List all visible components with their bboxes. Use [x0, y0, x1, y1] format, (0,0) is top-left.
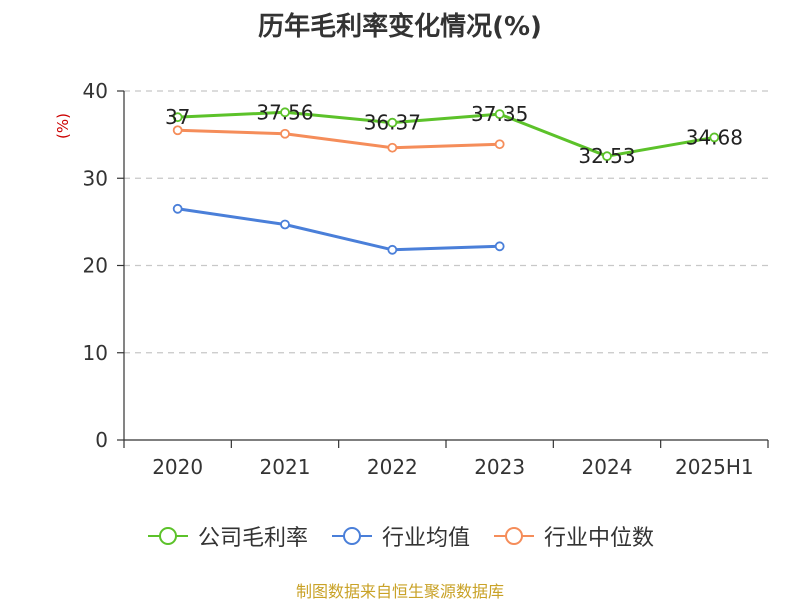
legend-marker-company — [147, 527, 188, 545]
source-note: 制图数据来自恒生聚源数据库 — [295, 582, 504, 601]
data-point — [387, 117, 398, 128]
data-label: 37.35 — [471, 102, 528, 126]
legend: 公司毛利率 行业均值 行业中位数 — [0, 520, 800, 552]
legend-marker-industry-mean — [331, 527, 372, 545]
data-label: 36.37 — [364, 111, 421, 135]
y-tick-label: 20 — [83, 254, 108, 278]
x-tick-label: 2023 — [474, 455, 525, 479]
data-label: 37 — [165, 105, 190, 129]
data-point — [280, 107, 290, 118]
data-point — [172, 125, 183, 136]
data-point — [280, 219, 290, 230]
data-point — [602, 151, 612, 162]
data-point — [494, 109, 505, 120]
legend-item-industry-median[interactable]: 行业中位数 — [492, 520, 654, 552]
data-point — [387, 244, 398, 255]
legend-marker-industry-median — [494, 527, 534, 545]
x-tick-label: 2021 — [260, 455, 311, 479]
series-line — [177, 128, 500, 150]
y-tick-label: 10 — [83, 341, 108, 365]
data-point — [280, 128, 290, 139]
series-line — [177, 110, 715, 158]
y-tick-label: 0 — [95, 428, 108, 452]
legend-label-industry-median: 行业中位数 — [544, 526, 655, 551]
chart-title: 历年毛利率变化情况(%) — [258, 12, 542, 42]
legend-label-industry-mean: 行业均值 — [381, 526, 470, 551]
y-tick-label: 30 — [83, 166, 108, 190]
data-label: 32.53 — [578, 144, 635, 168]
data-point — [387, 142, 398, 153]
data-label: 37.56 — [256, 100, 313, 124]
x-tick-label: 2025H1 — [675, 455, 754, 479]
data-point — [494, 241, 505, 252]
legend-label-company: 公司毛利率 — [197, 526, 308, 551]
data-point — [172, 203, 183, 214]
y-tick-label: 40 — [83, 79, 108, 103]
x-tick-label: 2022 — [367, 455, 418, 479]
x-tick-label: 2024 — [582, 455, 633, 479]
legend-item-company[interactable]: 公司毛利率 — [146, 520, 308, 552]
series-line — [177, 207, 500, 252]
legend-item-industry-mean[interactable]: 行业均值 — [330, 520, 470, 552]
y-axis-label: (%) — [54, 113, 72, 139]
data-label: 34.68 — [686, 125, 743, 149]
data-point — [494, 139, 505, 150]
data-point — [172, 112, 183, 123]
x-tick-label: 2020 — [152, 455, 203, 479]
data-point — [709, 132, 720, 143]
